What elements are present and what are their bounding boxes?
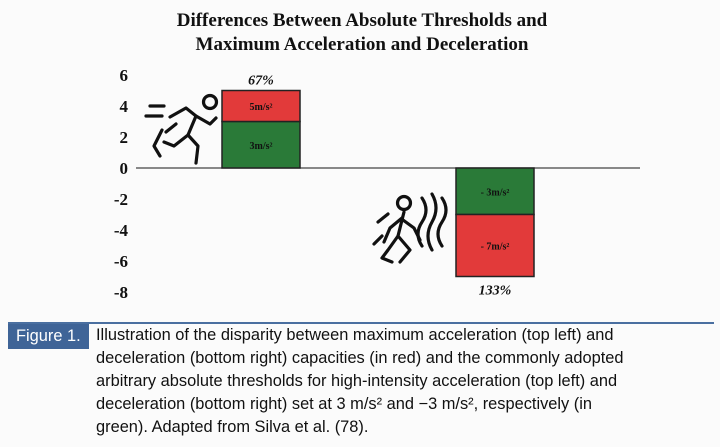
y-tick-label: 0 <box>120 159 129 178</box>
caption-line: Illustration of the disparity between ma… <box>96 326 614 344</box>
y-tick-label: 2 <box>120 128 129 147</box>
y-tick-label: 4 <box>120 97 129 116</box>
bar-value-label: 3m/s² <box>250 141 273 152</box>
y-tick-label: -6 <box>114 252 128 271</box>
y-tick-label: -4 <box>114 221 129 240</box>
chart-title-line-2: Maximum Acceleration and Deceleration <box>196 34 529 55</box>
caption-line: arbitrary absolute thresholds for high-i… <box>96 372 618 390</box>
sprinting-runner-icon <box>144 93 219 165</box>
chart-title-line-1: Differences Between Absolute Thresholds … <box>177 10 548 31</box>
caption-line: deceleration (bottom right) capacities (… <box>96 349 624 367</box>
y-tick-label: 6 <box>120 66 129 85</box>
bar-value-label: - 3m/s² <box>481 187 510 198</box>
caption-line: deceleration (bottom right) set at 3 m/s… <box>96 395 593 413</box>
threshold-chart: Differences Between Absolute Thresholds … <box>114 10 640 302</box>
braking-runner-icon <box>372 192 448 264</box>
figure-label: Figure 1. <box>8 324 89 349</box>
bar-value-label: 5m/s² <box>250 102 273 113</box>
caption-line: green). Adapted from Silva et al. (78). <box>96 418 369 436</box>
percent-label: 133% <box>479 284 512 299</box>
bar-value-label: - 7m/s² <box>481 242 510 253</box>
y-tick-label: -2 <box>114 190 128 209</box>
y-tick-label: -8 <box>114 283 128 302</box>
percent-label: 67% <box>248 74 274 89</box>
figure-caption: Figure 1. Illustration of the disparity … <box>8 322 714 442</box>
caption-text: Illustration of the disparity between ma… <box>96 324 710 439</box>
bar-maximum-1 <box>455 213 535 278</box>
bar-threshold-0 <box>221 120 301 169</box>
bar-maximum-0 <box>221 89 301 123</box>
